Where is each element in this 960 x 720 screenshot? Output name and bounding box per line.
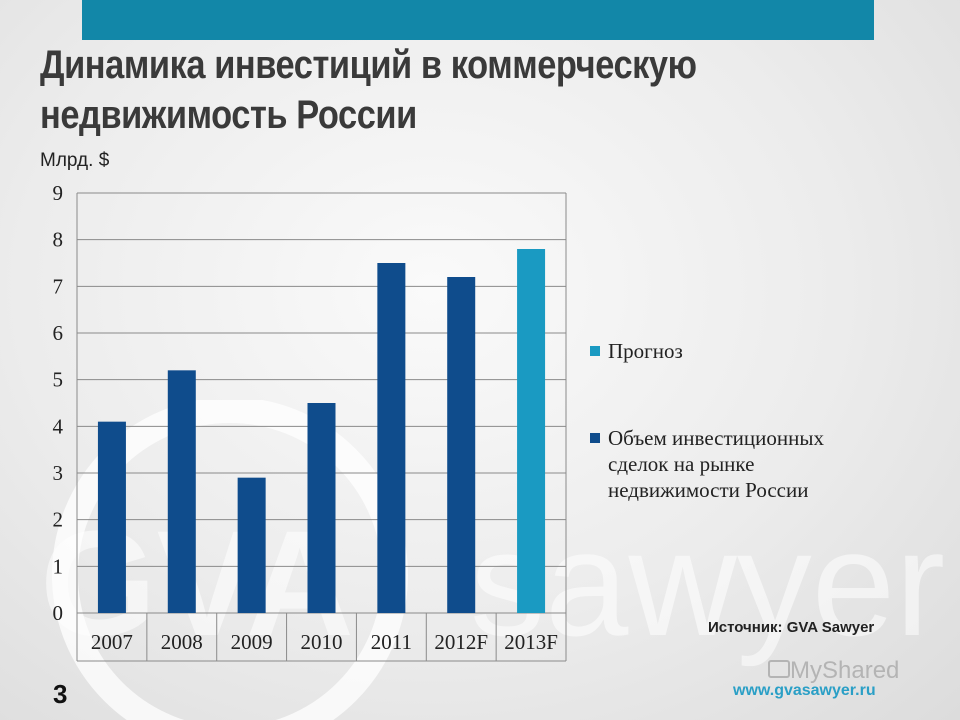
svg-text:GVA: GVA: [40, 499, 354, 667]
y-tick-label: 1: [53, 554, 64, 578]
x-tick-label: 2010: [301, 630, 343, 654]
y-tick-label: 3: [53, 461, 64, 485]
y-tick-label: 0: [53, 601, 64, 625]
legend-label-actual-line-2: сделок на рынке: [608, 452, 755, 476]
bar-2010: [307, 403, 336, 613]
y-tick-label: 2: [53, 508, 64, 532]
legend-label-actual-line-1: Объем инвестиционных: [608, 426, 824, 450]
y-tick-label: 9: [53, 181, 64, 205]
page-number: 3: [53, 679, 68, 709]
title-line-1: Динамика инвестиций в коммерческую: [40, 43, 697, 87]
bar-2008: [167, 370, 196, 613]
unit-label: Млрд. $: [40, 150, 110, 171]
y-tick-label: 5: [53, 368, 64, 392]
bar-2007: [97, 421, 126, 613]
bar-2009: [237, 477, 266, 613]
y-tick-label: 6: [53, 321, 64, 345]
myshared-logo-text: MyShared: [790, 657, 900, 684]
y-tick-label: 7: [53, 274, 64, 298]
legend-swatch-actual: [590, 433, 600, 443]
y-tick-label: 8: [53, 228, 64, 252]
gva-sawyer-watermark: GVA sawyer: [40, 400, 945, 720]
x-tick-label: 2011: [371, 630, 412, 654]
bar-2013F: [517, 249, 546, 613]
bar-2012F: [447, 277, 476, 613]
legend-label-forecast: Прогноз: [608, 339, 683, 363]
top-accent-bar: [82, 0, 874, 40]
website-link[interactable]: www.gvasawyer.ru: [733, 682, 876, 699]
x-tick-label: 2007: [91, 630, 133, 654]
bar-2011: [377, 263, 406, 613]
x-tick-label: 2012F: [434, 630, 488, 654]
legend-label-actual: Объем инвестиционных сделок на рынке нед…: [608, 425, 868, 503]
title-line-2: недвижимость России: [40, 93, 417, 137]
myshared-logo: MyShared: [770, 657, 899, 685]
y-tick-label: 4: [53, 414, 64, 438]
x-tick-label: 2008: [161, 630, 203, 654]
x-tick-label: 2013F: [504, 630, 558, 654]
source-note: Источник: GVA Sawyer: [708, 619, 875, 636]
x-tick-label: 2009: [231, 630, 273, 654]
svg-text:sawyer: sawyer: [470, 499, 945, 667]
legend-label-actual-line-3: недвижимости России: [608, 478, 809, 502]
legend-swatch-forecast: [590, 346, 600, 356]
myshared-logo-icon: [768, 660, 790, 678]
page-title: Динамика инвестиций в коммерческую недви…: [40, 40, 780, 140]
